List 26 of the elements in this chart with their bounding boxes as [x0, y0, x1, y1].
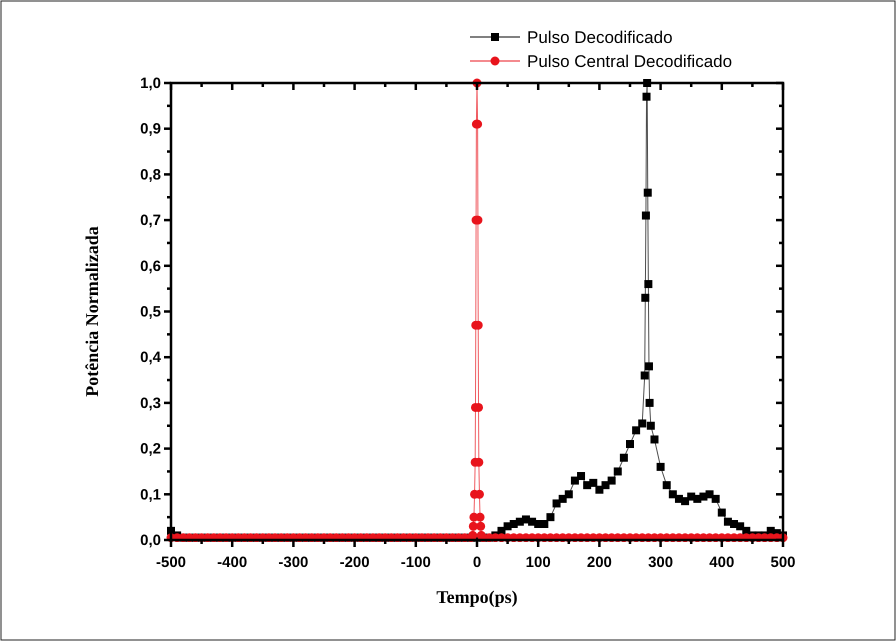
x-tick-label: -200 [340, 554, 370, 571]
y-tick-label: 0,6 [140, 258, 161, 275]
x-tick-label: -500 [156, 554, 186, 571]
y-tick-label: 0,5 [140, 304, 161, 320]
x-tick-label: 400 [709, 554, 734, 571]
legend-label: Pulso Central Decodificado [527, 52, 732, 71]
x-tick-label: -400 [217, 554, 248, 571]
y-tick-label: 0,0 [140, 532, 161, 549]
y-tick-label: 0,9 [140, 120, 161, 138]
y-tick-label: 0,1 [140, 486, 161, 504]
x-tick-label: 0 [472, 554, 482, 571]
x-tick-label: -300 [278, 554, 308, 571]
x-tick-label: 300 [648, 554, 674, 571]
x-tick-label: 200 [586, 554, 612, 571]
x-axis-title: Tempo(ps) [436, 587, 518, 607]
legend-label: Pulso Decodificado [527, 28, 673, 47]
x-tick-label: 100 [526, 554, 551, 571]
y-tick-label: 0,2 [140, 440, 161, 458]
y-tick-label: 0,7 [140, 212, 161, 230]
y-tick-label: 0,3 [140, 394, 161, 412]
y-axis-title: Potência Normalizada [82, 226, 102, 397]
x-tick-label: 500 [770, 554, 796, 571]
x-tick-label: -100 [400, 554, 431, 571]
y-tick-label: 0,4 [140, 349, 162, 366]
y-tick-label: 1,0 [140, 75, 161, 92]
y-tick-label: 0,8 [140, 166, 161, 184]
